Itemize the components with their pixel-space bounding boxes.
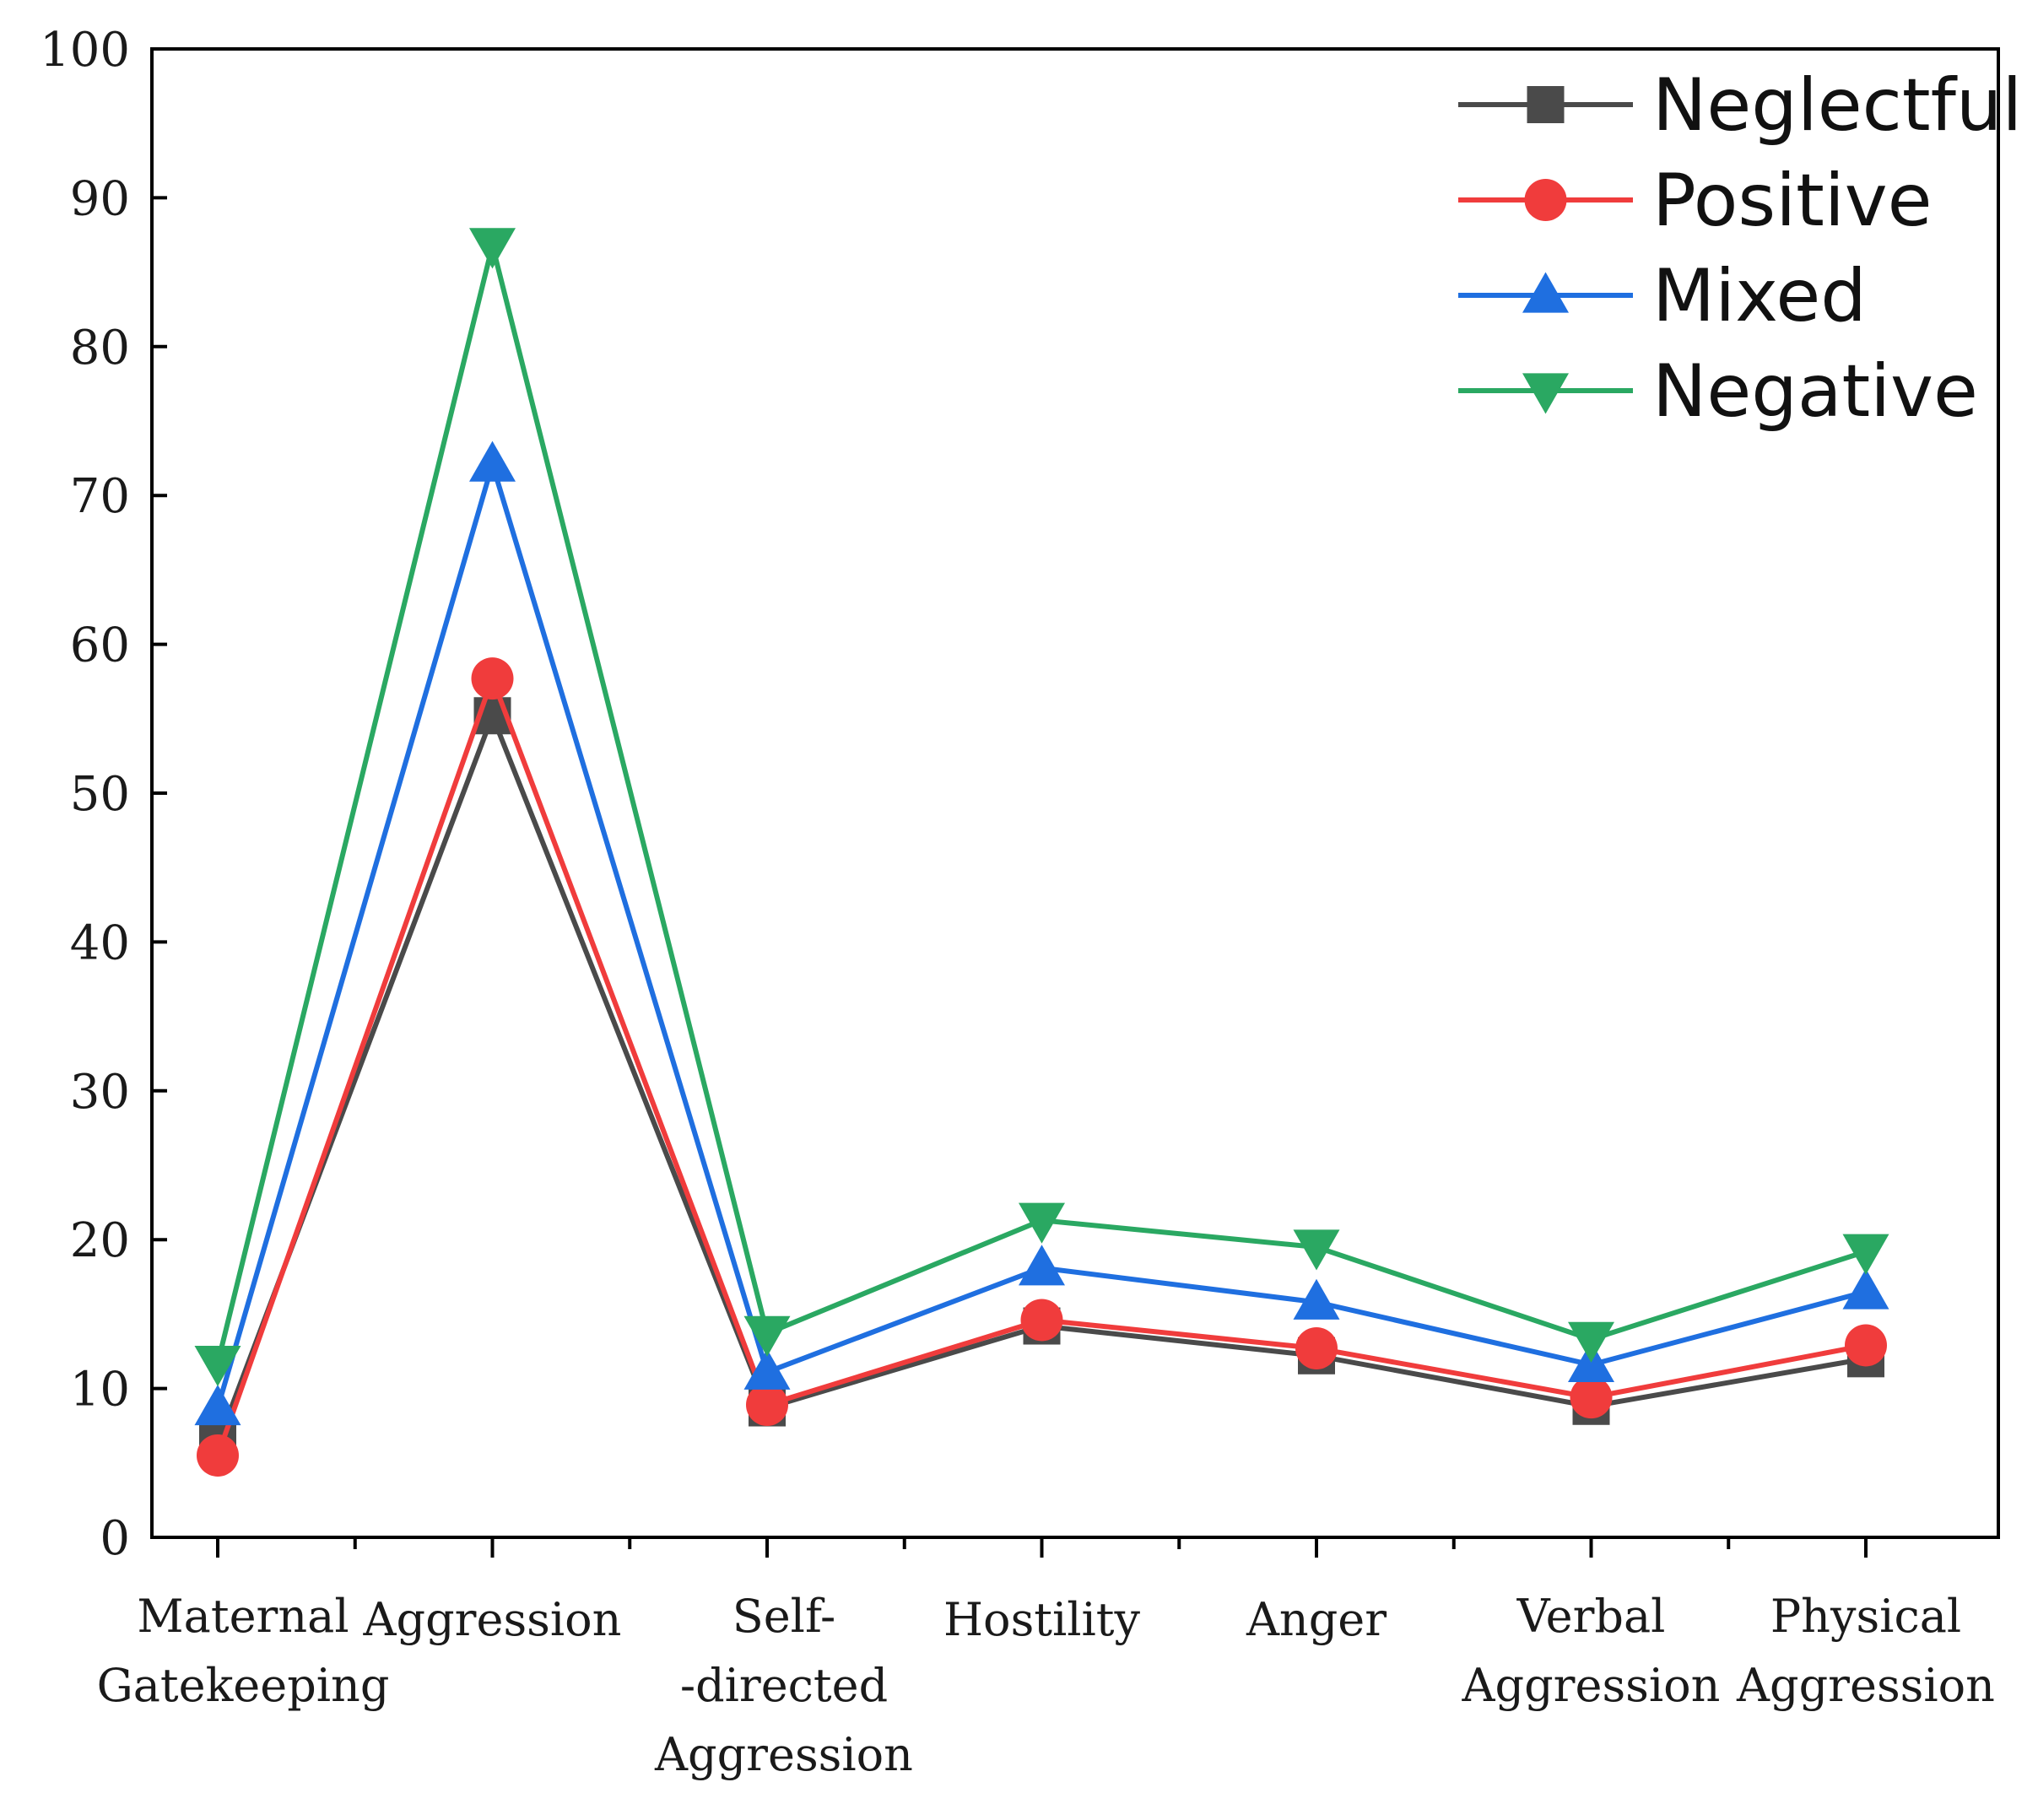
data-point-negative: [1019, 1202, 1065, 1244]
y-tick-label: 30: [70, 1065, 130, 1120]
x-tick-label: Maternal Gatekeeping: [97, 1590, 390, 1712]
y-tick-label: 40: [70, 915, 130, 970]
data-point-negative: [1568, 1321, 1614, 1363]
legend-label: Positive: [1652, 159, 1933, 243]
legend-marker: [1522, 272, 1569, 313]
x-tick-label: Verbal Aggression: [1462, 1590, 1721, 1712]
data-point-positive: [1570, 1376, 1613, 1419]
axes: 0 10 20 30 40 50 60 70 80 90 100 Maternal Gatekeepin…: [40, 23, 2000, 1781]
data-point-negative: [1293, 1229, 1340, 1271]
legend-label: Neglectful: [1652, 63, 2022, 148]
legend-label: Mixed: [1652, 254, 1867, 338]
data-point-positive: [746, 1384, 788, 1427]
y-tick-label: 60: [70, 618, 130, 673]
legend-label: Negative: [1652, 349, 1978, 434]
legend-marker: [1527, 86, 1565, 123]
x-tick-label: Hostility: [943, 1593, 1141, 1646]
y-tick-label: 80: [70, 321, 130, 375]
y-tick-label: 0: [100, 1511, 130, 1566]
data-point-positive: [1020, 1299, 1063, 1342]
y-tick-label: 50: [70, 767, 130, 822]
data-point-negative: [743, 1315, 791, 1357]
x-tick-label: Aggression: [363, 1593, 622, 1646]
data-point-positive: [1295, 1326, 1338, 1369]
legend-marker: [1522, 373, 1569, 414]
series-line-negative: [215, 245, 1867, 1364]
data-point-mixed: [469, 440, 516, 482]
x-tick-label: Physical Aggression: [1736, 1590, 1995, 1712]
y-tick-label: 70: [70, 469, 130, 524]
legend-marker: [1524, 179, 1567, 221]
data-point-negative: [469, 228, 516, 269]
data-point-negative: [1842, 1234, 1889, 1275]
data-point-mixed: [1293, 1278, 1340, 1320]
y-tick-label: 10: [70, 1363, 130, 1418]
data-point-negative: [194, 1345, 241, 1387]
x-tick-label: Self--directed Aggression: [654, 1590, 913, 1781]
y-tick-label: 90: [70, 171, 130, 226]
data-point-mixed: [1019, 1245, 1065, 1286]
series-layer: [194, 228, 1889, 1477]
y-tick-label: 100: [40, 23, 130, 78]
data-point-mixed: [1842, 1268, 1889, 1310]
data-point-positive: [197, 1434, 239, 1477]
data-point-mixed: [743, 1348, 791, 1390]
data-point-positive: [1845, 1324, 1887, 1367]
data-point-positive: [471, 657, 514, 700]
legend: Neglectful Positive Mixed Negative: [1458, 63, 2022, 434]
data-point-mixed: [194, 1385, 241, 1426]
y-tick-label: 20: [70, 1213, 130, 1268]
x-tick-label: Anger: [1246, 1593, 1387, 1646]
